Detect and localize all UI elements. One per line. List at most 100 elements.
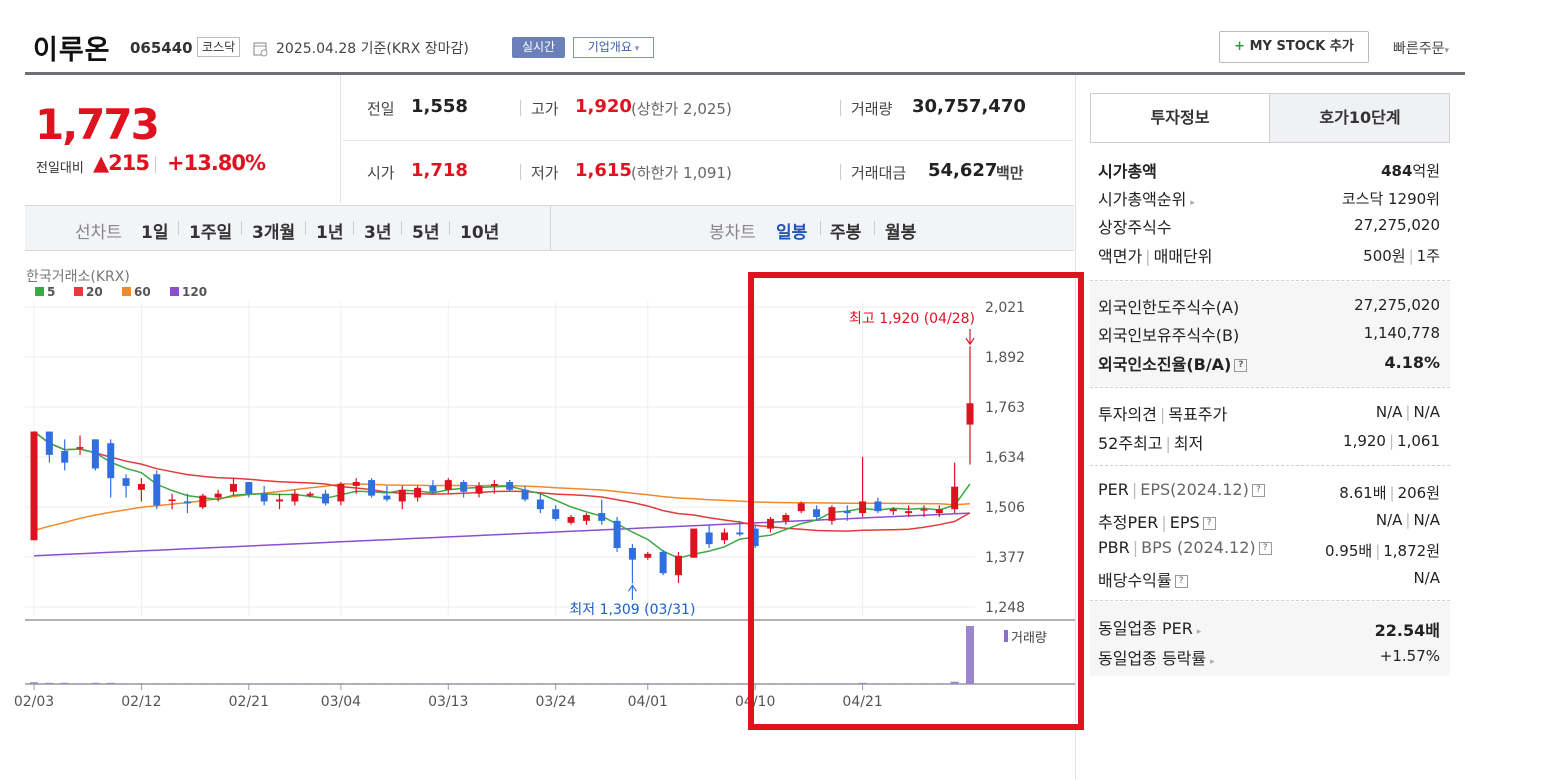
ma-legend-swatch (74, 287, 83, 296)
volume-bar (735, 683, 744, 684)
stock-code: 065440 (130, 39, 193, 57)
week52-label: 52주최고 | 최저 (1098, 434, 1204, 453)
candle-body (797, 503, 805, 512)
volume-bar (428, 683, 437, 684)
stats-divider (342, 140, 1074, 141)
volume-value: 30,757,470 (912, 96, 1026, 117)
tab-3m[interactable]: 3개월 (252, 223, 296, 243)
prev-close-value: 1,558 (411, 96, 468, 117)
volume-bar (597, 683, 606, 684)
tab-1y[interactable]: 1년 (316, 223, 344, 243)
volume-bar (152, 683, 161, 684)
par-value: 500원 | 1주 (1363, 247, 1440, 265)
candle-body (859, 501, 867, 514)
chevron-right-icon: ▸ (1196, 627, 1202, 637)
candle-body (506, 482, 514, 490)
tab-daily[interactable]: 일봉 (776, 223, 808, 243)
section-divider (1090, 387, 1450, 388)
candle-body (951, 486, 959, 510)
add-mystock-label: MY STOCK 추가 (1249, 39, 1354, 54)
help-icon[interactable]: ? (1202, 517, 1216, 530)
add-mystock-button[interactable]: + MY STOCK 추가 (1219, 31, 1369, 63)
corp-info-button[interactable]: 기업개요 ▾ (573, 37, 654, 58)
high-label: 고가 (531, 100, 559, 118)
panel-divider (1075, 75, 1076, 780)
help-icon[interactable]: ? (1234, 359, 1248, 372)
market-cap-value: 484억원 (1381, 162, 1440, 180)
market-cap-rank-value: 코스닥 1290위 (1341, 190, 1440, 208)
volume-bar (474, 683, 483, 684)
candle-body (475, 485, 483, 494)
stat-divider (520, 100, 521, 116)
foreign-limit-value: 27,275,020 (1354, 296, 1440, 314)
tab-monthly[interactable]: 월봉 (885, 223, 917, 243)
candle-body (659, 551, 667, 574)
candle-body (45, 431, 53, 455)
current-price: 1,773 (35, 100, 160, 149)
candle-body (751, 528, 759, 547)
volume-bar (705, 683, 714, 684)
help-icon[interactable]: ? (1174, 575, 1188, 588)
quick-order-button[interactable]: 빠른주문▾ (1393, 38, 1449, 58)
industry-per-row[interactable]: 동일업종 PER ▸ 22.54배 (1098, 615, 1440, 641)
candle-body (306, 493, 314, 496)
candle-body (490, 483, 498, 486)
volume-bar (106, 682, 115, 684)
candle-body (122, 478, 130, 486)
tab-1w[interactable]: 1주일 (189, 223, 233, 243)
candle-body (398, 489, 406, 502)
candle-body (245, 482, 253, 494)
arrow-down-icon (965, 337, 975, 346)
dividend-label: 배당수익률? (1098, 567, 1188, 591)
change-label: 전일대비 (36, 161, 84, 176)
market-cap-rank-row[interactable]: 시가총액순위 ▸ 코스닥 1290위 (1098, 186, 1440, 212)
candle-body (782, 515, 790, 521)
tab-1d[interactable]: 1일 (141, 223, 169, 243)
market-cap-rank-label: 시가총액순위 ▸ (1098, 190, 1195, 209)
candle-body (920, 509, 928, 511)
candle-body (61, 450, 69, 463)
market-cap-section: 시가총액 484억원 시가총액순위 ▸ 코스닥 1290위 상장주식수 27,27… (1090, 158, 1450, 278)
candle-body (736, 532, 744, 535)
volume-bar (367, 683, 376, 684)
industry-change-row[interactable]: 동일업종 등락률 ▸ +1.57% (1098, 645, 1440, 671)
tab-investment-info[interactable]: 투자정보 (1091, 94, 1270, 142)
candle-body (260, 493, 268, 502)
volume-bar (935, 683, 944, 684)
volume-label: 거래량 (851, 100, 893, 118)
volume-bar (904, 683, 913, 684)
tab-order-book[interactable]: 호가10단계 (1319, 108, 1401, 127)
help-icon[interactable]: ? (1251, 484, 1265, 497)
foreign-hold-value: 1,140,778 (1363, 324, 1440, 342)
volume-bar (659, 683, 668, 684)
tab-weekly[interactable]: 주봉 (830, 223, 862, 243)
corp-info-label: 기업개요 (587, 40, 632, 54)
industry-per-value: 22.54배 (1374, 621, 1440, 640)
foreign-ratio-label: 외국인소진율(B/A)? (1098, 351, 1248, 375)
low-value: 1,615 (575, 160, 632, 181)
est-per-row: 추정PER | EPS? N/A | N/A (1098, 509, 1440, 535)
y-tick-label: 2,021 (985, 300, 1025, 316)
tab-5y[interactable]: 5년 (412, 223, 440, 243)
help-icon[interactable]: ? (1258, 542, 1272, 555)
market-cap-label: 시가총액 (1098, 162, 1157, 181)
tab-10y[interactable]: 10년 (460, 223, 500, 243)
opinion-value: N/A | N/A (1375, 403, 1440, 421)
candle-chart-label: 봉차트 (709, 223, 756, 243)
price-chart[interactable]: 2,021 1,892 1,763 1,634 1,506 1,377 1,248 한국거래소… (0, 262, 1075, 722)
market-badge: 코스닥 (197, 37, 241, 57)
volume-bar (60, 682, 69, 684)
volume-bar (797, 683, 806, 684)
tab-3y[interactable]: 3년 (364, 223, 392, 243)
candle-body (828, 507, 836, 521)
volume-bar (382, 683, 391, 684)
x-tick-label: 03/13 (428, 694, 468, 710)
realtime-button[interactable]: 실시간 (512, 37, 565, 58)
candle-body (368, 480, 376, 496)
x-tick-label: 02/12 (121, 694, 161, 710)
volume-bar (352, 683, 361, 684)
amount-label: 거래대금 (851, 164, 907, 182)
candle-body (30, 431, 38, 541)
lower-limit: (하한가 1,091) (631, 164, 732, 182)
volume-bar (244, 683, 253, 684)
